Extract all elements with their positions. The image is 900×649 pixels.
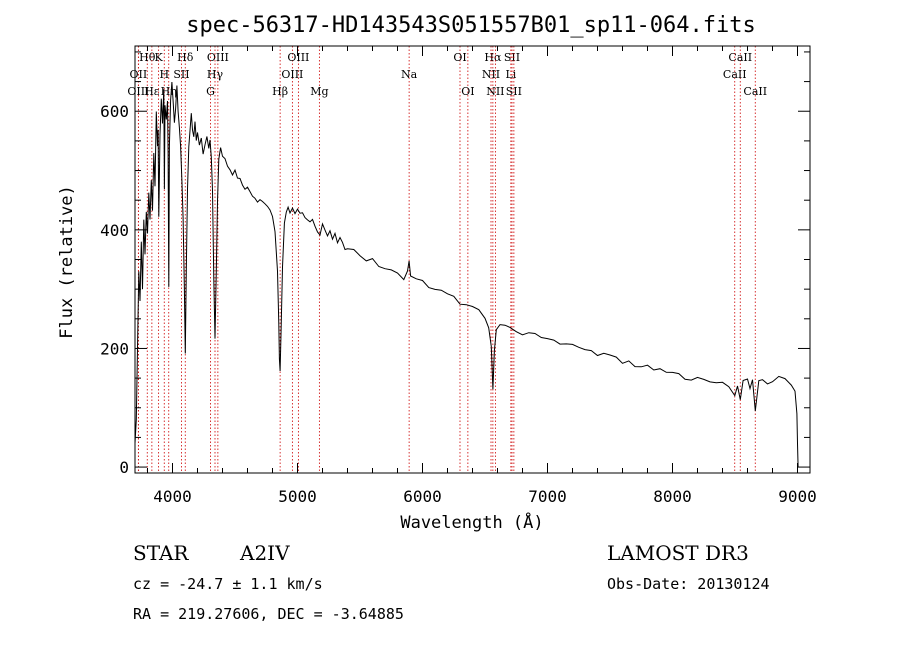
line-label: SII (173, 68, 189, 81)
x-tick-label: 4000 (153, 487, 192, 506)
line-label: Hα (484, 51, 502, 64)
line-label: OI (461, 85, 474, 98)
line-label: K (155, 51, 164, 64)
line-label: OI (453, 51, 466, 64)
line-label: G (206, 85, 215, 98)
line-label: Mg (310, 85, 328, 98)
x-axis-ticks: 4000 5000 6000 7000 8000 9000 (147, 46, 817, 506)
spectrum-line (134, 81, 799, 468)
line-label: Hγ (207, 68, 224, 81)
line-label: H (159, 68, 169, 81)
x-tick-label: 5000 (278, 487, 317, 506)
line-label: Hβ (272, 85, 288, 98)
line-label: SII (506, 85, 522, 98)
y-axis-ticks: 0 200 400 600 (100, 51, 810, 477)
line-label: NII (482, 68, 500, 81)
line-label: OIII (127, 85, 149, 98)
redshift-value: cz = -24.7 ± 1.1 km/s (133, 575, 323, 593)
x-tick-label: 8000 (653, 487, 692, 506)
line-label: CaII (723, 68, 747, 81)
object-subclass: A2IV (239, 541, 290, 565)
y-tick-label: 200 (100, 339, 129, 358)
observation-date: Obs-Date: 20130124 (607, 575, 770, 593)
line-label: Na (401, 68, 418, 81)
chart-title: spec-56317-HD143543S051557B01_sp11-064.f… (186, 13, 756, 38)
x-axis-label: Wavelength (Å) (400, 511, 543, 533)
line-label: Hδ (177, 51, 194, 64)
line-label: SII (504, 51, 520, 64)
line-label: Hθ (139, 51, 156, 64)
line-label: CaII (728, 51, 752, 64)
x-tick-label: 7000 (528, 487, 567, 506)
survey-name: LAMOST DR3 (607, 541, 749, 565)
object-class: STAR (133, 541, 189, 565)
y-tick-label: 0 (119, 458, 129, 477)
y-axis-label: Flux (relative) (57, 185, 77, 339)
sky-coordinates: RA = 219.27606, DEC = -3.64885 (133, 605, 404, 623)
y-tick-label: 600 (100, 102, 129, 121)
plot-frame (134, 45, 811, 474)
line-label: OIII (287, 51, 309, 64)
line-label: Li (505, 68, 516, 81)
line-label: NII (486, 85, 504, 98)
line-label: CaII (743, 85, 767, 98)
y-tick-label: 400 (100, 221, 129, 240)
line-label: OIII (207, 51, 229, 64)
x-tick-label: 6000 (403, 487, 442, 506)
x-tick-label: 9000 (778, 487, 817, 506)
line-label: Hε (144, 85, 160, 98)
line-label: OIII (281, 68, 303, 81)
